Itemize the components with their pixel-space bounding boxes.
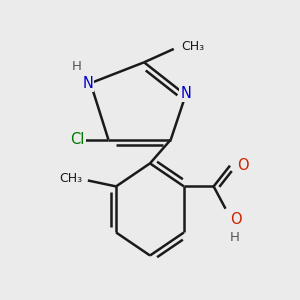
Text: CH₃: CH₃ bbox=[181, 40, 204, 53]
Text: H: H bbox=[72, 60, 82, 73]
Text: Cl: Cl bbox=[70, 132, 84, 147]
Text: O: O bbox=[230, 212, 242, 227]
Text: O: O bbox=[237, 158, 249, 173]
Text: CH₃: CH₃ bbox=[59, 172, 82, 184]
Text: H: H bbox=[230, 231, 240, 244]
Text: N: N bbox=[82, 76, 93, 91]
Text: N: N bbox=[180, 86, 191, 101]
